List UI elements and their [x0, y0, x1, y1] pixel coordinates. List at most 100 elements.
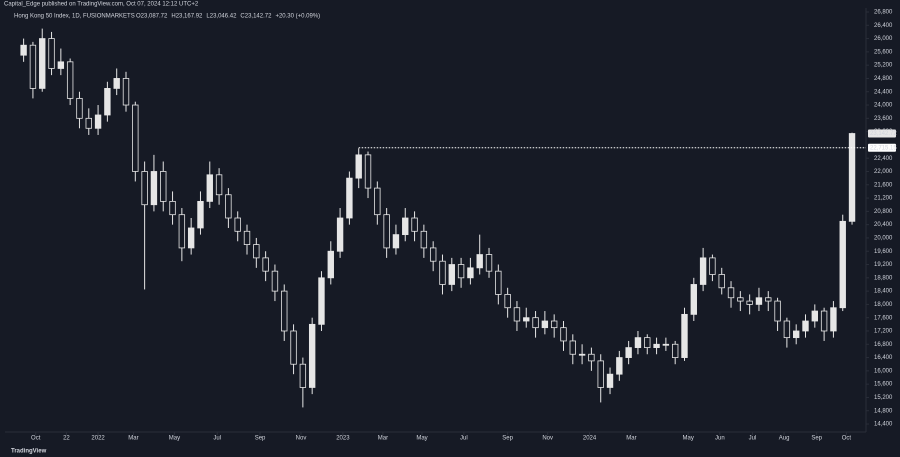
- candle-body: [262, 257, 269, 272]
- x-tick-label: Mar: [128, 436, 138, 442]
- legend-value: H23,167.92: [171, 14, 203, 20]
- candle-body: [802, 320, 809, 332]
- candle-body: [355, 154, 362, 179]
- candle-body: [830, 307, 837, 332]
- x-tick-label: Aug: [779, 436, 790, 442]
- candle-body: [150, 171, 158, 206]
- candle-body: [281, 290, 288, 332]
- level-label-box: [868, 143, 896, 152]
- candle-body: [634, 337, 642, 348]
- candle-body: [718, 274, 725, 289]
- x-tick-label: 2022: [91, 436, 105, 442]
- legend-value: +20.30 (+0.09%): [275, 14, 320, 20]
- x-tick-label: May: [169, 436, 180, 442]
- candle-body: [783, 320, 791, 339]
- y-tick-label: 22,400: [874, 156, 893, 162]
- legend-value: C23,142.72: [240, 14, 272, 20]
- publisher: Capital_Edge published on TradingView.co…: [4, 2, 199, 8]
- candle-body: [197, 200, 204, 229]
- candle-body: [225, 194, 232, 219]
- candle-body: [160, 171, 167, 202]
- y-tick-label: 18,400: [874, 289, 893, 295]
- y-tick-label: 25,200: [874, 63, 893, 69]
- candle-body: [374, 187, 381, 216]
- x-tick-label: Mar: [378, 436, 388, 442]
- candle-body: [532, 317, 539, 329]
- candle-body: [746, 300, 753, 305]
- candle-body: [495, 270, 502, 295]
- x-tick-label: Oct: [31, 436, 41, 442]
- x-tick-label: Sep: [255, 436, 266, 442]
- candle-body: [467, 267, 474, 279]
- candle-body: [839, 220, 846, 309]
- candle-body: [402, 217, 409, 236]
- candle-body: [122, 78, 130, 106]
- x-tick-label: Nov: [542, 436, 553, 442]
- candle-body: [550, 320, 558, 329]
- candle-body: [85, 117, 92, 129]
- candle-body: [420, 230, 428, 249]
- candle-body: [411, 217, 418, 232]
- y-tick-label: 20,800: [874, 209, 893, 215]
- y-tick-label: 18,800: [874, 275, 893, 281]
- x-tick-label: Nov: [296, 436, 307, 442]
- candle-body: [299, 363, 307, 388]
- candle-body: [383, 214, 390, 249]
- candle-body: [448, 264, 455, 285]
- x-tick-label: 2023: [336, 436, 350, 442]
- y-tick-label: 14,800: [874, 408, 893, 414]
- brand: TradingView: [11, 449, 47, 455]
- candle-body: [215, 174, 223, 196]
- candle-body: [690, 284, 697, 315]
- candle-body: [681, 313, 688, 358]
- candle-body: [792, 330, 800, 339]
- candle-body: [364, 154, 372, 189]
- candle-body: [485, 254, 493, 272]
- candle-body: [811, 310, 818, 322]
- candle-body: [765, 297, 772, 302]
- x-tick-label: 2024: [583, 436, 597, 442]
- y-tick-label: 21,200: [874, 196, 893, 202]
- y-tick-label: 23,600: [874, 116, 893, 122]
- x-tick-label: Mar: [626, 436, 636, 442]
- candle-body: [588, 353, 595, 362]
- candle-body: [141, 171, 148, 206]
- candle-body: [774, 300, 781, 322]
- candle-body: [457, 264, 465, 279]
- candle-body: [308, 323, 316, 388]
- candle-body: [606, 373, 614, 388]
- y-tick-label: 16,800: [874, 342, 893, 348]
- candle-body: [820, 310, 828, 332]
- candle-body: [523, 317, 530, 322]
- candle-body: [625, 347, 632, 358]
- y-tick-label: 16,000: [874, 368, 893, 374]
- candle-body: [755, 297, 763, 305]
- candle-body: [66, 61, 74, 99]
- y-tick-label: 15,600: [874, 382, 893, 388]
- last-price-label: 23,142.72: [870, 131, 897, 137]
- x-tick-label: May: [683, 436, 694, 442]
- candle-body: [104, 88, 111, 116]
- candle-body: [597, 360, 604, 388]
- x-tick-label: Sep: [811, 436, 822, 442]
- candle-body: [29, 44, 37, 89]
- candle-body: [662, 343, 670, 346]
- y-tick-label: 26,800: [874, 10, 893, 16]
- y-tick-label: 24,800: [874, 76, 893, 82]
- candle-body: [476, 254, 483, 269]
- candle-body: [439, 260, 446, 285]
- candle-body: [234, 217, 241, 232]
- candle-body: [541, 320, 549, 329]
- candle-body: [569, 340, 576, 355]
- candle-body: [653, 343, 660, 348]
- y-tick-label: 24,400: [874, 89, 893, 95]
- y-tick-label: 22,000: [874, 169, 893, 175]
- y-tick-label: 17,200: [874, 329, 893, 335]
- x-tick-label: May: [416, 436, 427, 442]
- candle-body: [253, 244, 260, 259]
- candle-body: [271, 270, 279, 292]
- candle-body: [336, 217, 344, 252]
- candle-body: [709, 257, 716, 275]
- candle-body: [39, 38, 46, 89]
